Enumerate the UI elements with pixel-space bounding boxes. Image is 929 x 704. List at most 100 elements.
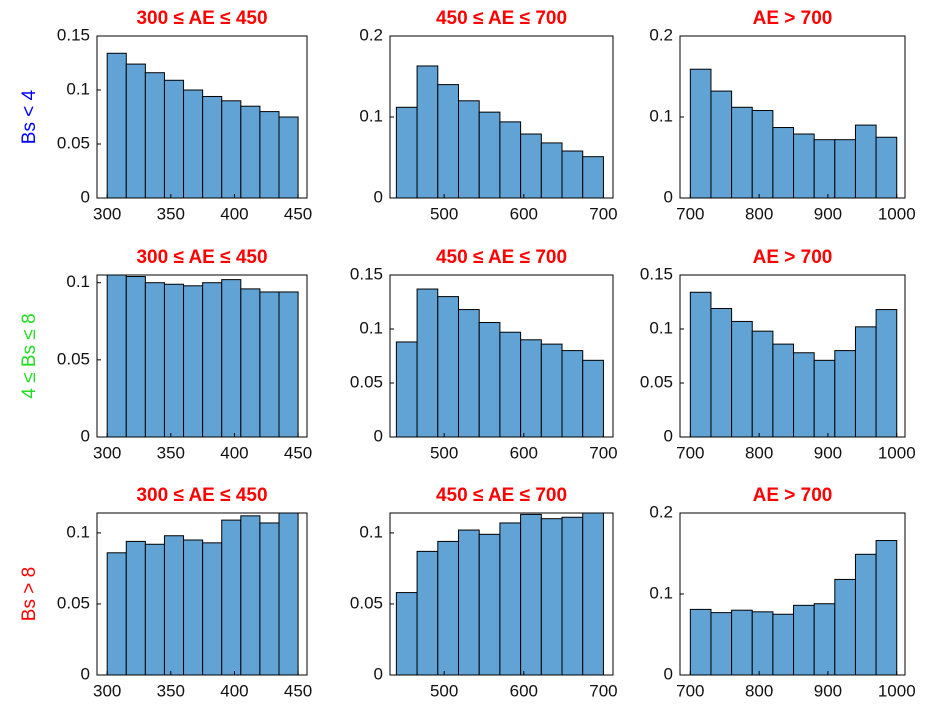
x-tick-label: 600 <box>510 681 538 700</box>
bar <box>259 291 280 437</box>
bar <box>240 515 261 675</box>
chart-title: 450 ≤ AE ≤ 700 <box>436 485 567 506</box>
y-tick-label: 0.15 <box>640 264 673 283</box>
bar <box>875 309 898 437</box>
chart-title: 300 ≤ AE ≤ 450 <box>136 8 267 29</box>
y-tick-label: 0.2 <box>649 502 673 521</box>
y-tick-label: 0 <box>81 187 90 206</box>
x-tick-label: 700 <box>676 204 704 223</box>
chart-title: AE > 700 <box>753 485 833 506</box>
y-tick-label: 0 <box>374 664 383 683</box>
x-tick-label: 350 <box>157 681 185 700</box>
chart-title: 300 ≤ AE ≤ 450 <box>136 485 267 506</box>
x-tick-label: 500 <box>430 681 458 700</box>
bar <box>240 105 261 198</box>
x-tick-label: 400 <box>220 681 248 700</box>
x-tick-label: 500 <box>430 204 458 223</box>
bar <box>793 352 815 437</box>
y-tick-label: 0 <box>664 187 673 206</box>
x-tick-label: 300 <box>93 681 121 700</box>
y-tick-label: 0.2 <box>359 25 383 44</box>
y-tick-label: 0.1 <box>66 522 90 541</box>
axes-box <box>389 274 614 438</box>
x-tick-label: 1000 <box>878 681 916 700</box>
bar <box>125 276 146 437</box>
bar <box>731 320 753 437</box>
bar <box>395 592 418 675</box>
bar <box>457 100 480 198</box>
bar <box>520 133 542 198</box>
bar <box>416 550 439 675</box>
bar <box>183 285 204 437</box>
y-tick-label: 0.1 <box>649 106 673 125</box>
bar <box>202 95 223 198</box>
bar <box>772 127 795 198</box>
axes-box <box>96 274 308 438</box>
bar <box>540 518 563 675</box>
bar <box>520 339 542 437</box>
y-tick-label: 0.15 <box>57 25 90 44</box>
bar <box>499 331 522 437</box>
bar <box>689 608 712 675</box>
bar <box>221 100 242 198</box>
bar <box>437 84 459 198</box>
bar <box>163 283 185 437</box>
bar <box>202 542 223 675</box>
bar <box>437 540 459 675</box>
y-tick-label: 0.05 <box>640 372 673 391</box>
y-tick-label: 0.05 <box>57 133 90 152</box>
x-tick-label: 350 <box>157 443 185 462</box>
bar <box>259 111 280 198</box>
bar <box>540 343 563 437</box>
x-tick-label: 900 <box>814 204 842 223</box>
x-tick-label: 300 <box>93 443 121 462</box>
bar <box>478 111 501 198</box>
y-tick-label: 0.1 <box>66 272 90 291</box>
x-tick-label: 400 <box>220 443 248 462</box>
bar <box>395 341 418 437</box>
bar <box>499 121 522 198</box>
bar <box>751 110 774 198</box>
bar <box>854 326 877 437</box>
y-tick-label: 0 <box>664 426 673 445</box>
bar <box>751 330 774 437</box>
x-tick-label: 300 <box>93 204 121 223</box>
bar <box>106 552 127 675</box>
y-tick-label: 0 <box>374 426 383 445</box>
bar <box>457 309 480 437</box>
bar <box>478 322 501 437</box>
bar <box>540 142 563 198</box>
bar <box>582 359 604 437</box>
bar <box>163 535 185 675</box>
x-tick-label: 1000 <box>878 204 916 223</box>
x-tick-label: 450 <box>284 681 312 700</box>
x-tick-label: 800 <box>745 443 773 462</box>
bar <box>278 291 299 437</box>
bar <box>221 279 242 437</box>
x-tick-label: 900 <box>814 681 842 700</box>
bar <box>834 578 856 675</box>
y-tick-label: 0 <box>81 664 90 683</box>
bar <box>751 611 774 675</box>
bar <box>144 282 165 437</box>
bar <box>183 89 204 198</box>
axes-box <box>96 512 308 676</box>
bar <box>457 529 480 675</box>
x-tick-label: 450 <box>284 204 312 223</box>
bar <box>163 79 185 198</box>
x-tick-label: 900 <box>814 443 842 462</box>
bar <box>106 52 127 198</box>
bar <box>813 603 836 675</box>
bar <box>793 604 815 675</box>
y-tick-label: 0.05 <box>350 372 383 391</box>
bar <box>793 133 815 198</box>
bar <box>710 612 733 675</box>
x-tick-label: 600 <box>510 443 538 462</box>
bar <box>875 136 898 198</box>
bar <box>561 150 584 198</box>
x-tick-label: 800 <box>745 681 773 700</box>
bar <box>144 72 165 198</box>
y-tick-label: 0.05 <box>57 349 90 368</box>
bar <box>395 106 418 198</box>
bar <box>240 288 261 437</box>
